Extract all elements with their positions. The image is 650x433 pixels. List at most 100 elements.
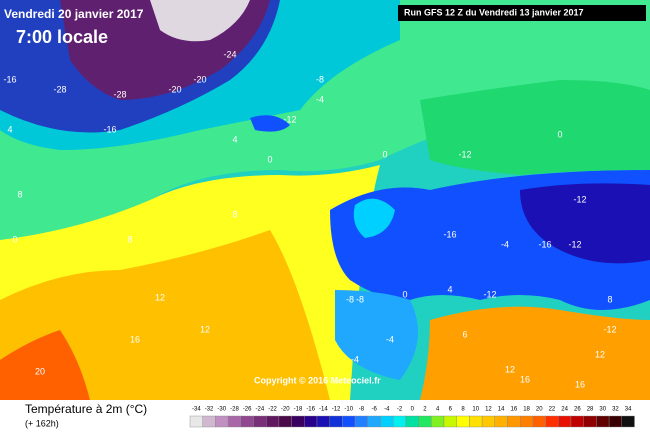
legend-swatch xyxy=(227,415,242,428)
temperature-label: 8 xyxy=(232,209,237,219)
temperature-label: 12 xyxy=(155,292,165,302)
mediterranean-orange xyxy=(420,306,650,400)
temperature-label: 6 xyxy=(462,329,467,339)
temperature-label: -12 xyxy=(573,194,586,204)
legend-swatch xyxy=(189,415,203,428)
legend-value: -10 xyxy=(344,407,353,413)
legend-value: 12 xyxy=(485,407,492,413)
legend-value: -28 xyxy=(230,407,239,413)
legend-swatch xyxy=(431,415,445,428)
legend-swatch xyxy=(469,415,483,428)
temperature-label: -20 xyxy=(193,74,206,84)
temperature-label: -20 xyxy=(168,84,181,94)
legend-swatch xyxy=(532,415,546,428)
legend-value: 24 xyxy=(561,407,568,413)
temperature-label: 12 xyxy=(200,324,210,334)
legend-value: 10 xyxy=(472,407,479,413)
legend-value: 32 xyxy=(612,407,619,413)
temperature-label: 4 xyxy=(232,134,237,144)
africa-red xyxy=(0,330,90,400)
temperature-label: -12 xyxy=(568,239,581,249)
temperature-label: -4 xyxy=(316,94,324,104)
legend-swatch xyxy=(266,415,280,428)
legend-swatch xyxy=(443,415,457,428)
legend-value: -30 xyxy=(217,407,226,413)
legend-swatch xyxy=(558,415,572,428)
temperature-label: -12 xyxy=(603,324,616,334)
legend-swatch xyxy=(545,415,559,428)
europe-cold-core xyxy=(520,183,650,264)
map-date: Vendredi 20 janvier 2017 xyxy=(4,7,144,21)
temperature-label: 16 xyxy=(130,334,140,344)
temperature-label: 8 xyxy=(17,189,22,199)
atlantic-orange xyxy=(0,230,330,400)
legend-swatch xyxy=(405,415,419,428)
legend-swatch xyxy=(520,415,534,428)
legend-title: Température à 2m (°C) xyxy=(25,402,147,416)
legend-value: -4 xyxy=(384,407,390,413)
legend-lead: (+ 162h) xyxy=(25,418,59,428)
temperature-label: 0 xyxy=(12,234,17,244)
temperature-label: -4 xyxy=(351,354,359,364)
temperature-label: 8 xyxy=(127,234,132,244)
legend-value: 26 xyxy=(574,407,581,413)
temperature-label: 20 xyxy=(35,366,45,376)
temperature-label: 16 xyxy=(575,379,585,389)
temperature-label: 4 xyxy=(447,284,452,294)
temperature-label: -12 xyxy=(483,289,496,299)
temperature-label: 12 xyxy=(595,349,605,359)
run-box xyxy=(398,5,646,21)
iberia xyxy=(335,290,418,380)
legend-swatch xyxy=(367,415,381,428)
temperature-label: -12 xyxy=(458,149,471,159)
legend-value: 20 xyxy=(536,407,543,413)
legend-value: 28 xyxy=(587,407,594,413)
legend-swatch xyxy=(316,415,330,428)
legend-swatch xyxy=(215,415,229,428)
temperature-label: -24 xyxy=(223,49,236,59)
legend-value: -14 xyxy=(319,407,328,413)
legend-value: 18 xyxy=(523,407,530,413)
temperature-label: -12 xyxy=(283,114,296,124)
temperature-label: 4 xyxy=(7,124,12,134)
copyright: Copyright © 2016 Meteociel.fr xyxy=(254,375,381,385)
legend-swatch xyxy=(608,415,622,428)
temperature-label: -4 xyxy=(501,239,509,249)
legend-value: 8 xyxy=(461,407,465,413)
temperature-label: -8 xyxy=(316,74,324,84)
run-info: Run GFS 12 Z du Vendredi 13 janvier 2017 xyxy=(404,7,584,17)
legend-value: -32 xyxy=(205,407,214,413)
temperature-label: 0 xyxy=(402,289,407,299)
legend-swatch xyxy=(393,415,407,428)
legend-value: -26 xyxy=(243,407,252,413)
legend-value: 14 xyxy=(498,407,505,413)
legend-swatch xyxy=(570,415,584,428)
legend-value: -2 xyxy=(397,407,403,413)
legend-value: -16 xyxy=(306,407,315,413)
legend-value: -22 xyxy=(268,407,277,413)
legend-value: 22 xyxy=(549,407,556,413)
legend-swatch xyxy=(418,415,432,428)
legend-value: -8 xyxy=(359,407,365,413)
legend-swatch xyxy=(583,415,597,428)
temperature-label: 12 xyxy=(505,364,515,374)
legend-swatch xyxy=(304,415,318,428)
temperature-label: 0 xyxy=(557,129,562,139)
legend-swatch xyxy=(380,415,394,428)
legend-value: 30 xyxy=(599,407,606,413)
legend-swatch xyxy=(202,415,216,428)
temperature-label: -16 xyxy=(538,239,551,249)
legend-value: 2 xyxy=(423,407,427,413)
greenland-peak xyxy=(150,0,250,42)
legend-value: -12 xyxy=(332,407,341,413)
legend-value: -24 xyxy=(256,407,265,413)
temperature-label: 0 xyxy=(267,154,272,164)
legend-swatch xyxy=(481,415,496,428)
legend-swatch xyxy=(253,415,267,428)
temperature-label: -4 xyxy=(386,334,394,344)
legend-swatch xyxy=(507,415,521,428)
iceland xyxy=(250,115,290,132)
legend-value: 16 xyxy=(511,407,518,413)
legend-value: 6 xyxy=(449,407,453,413)
temperature-label: -16 xyxy=(443,229,456,239)
